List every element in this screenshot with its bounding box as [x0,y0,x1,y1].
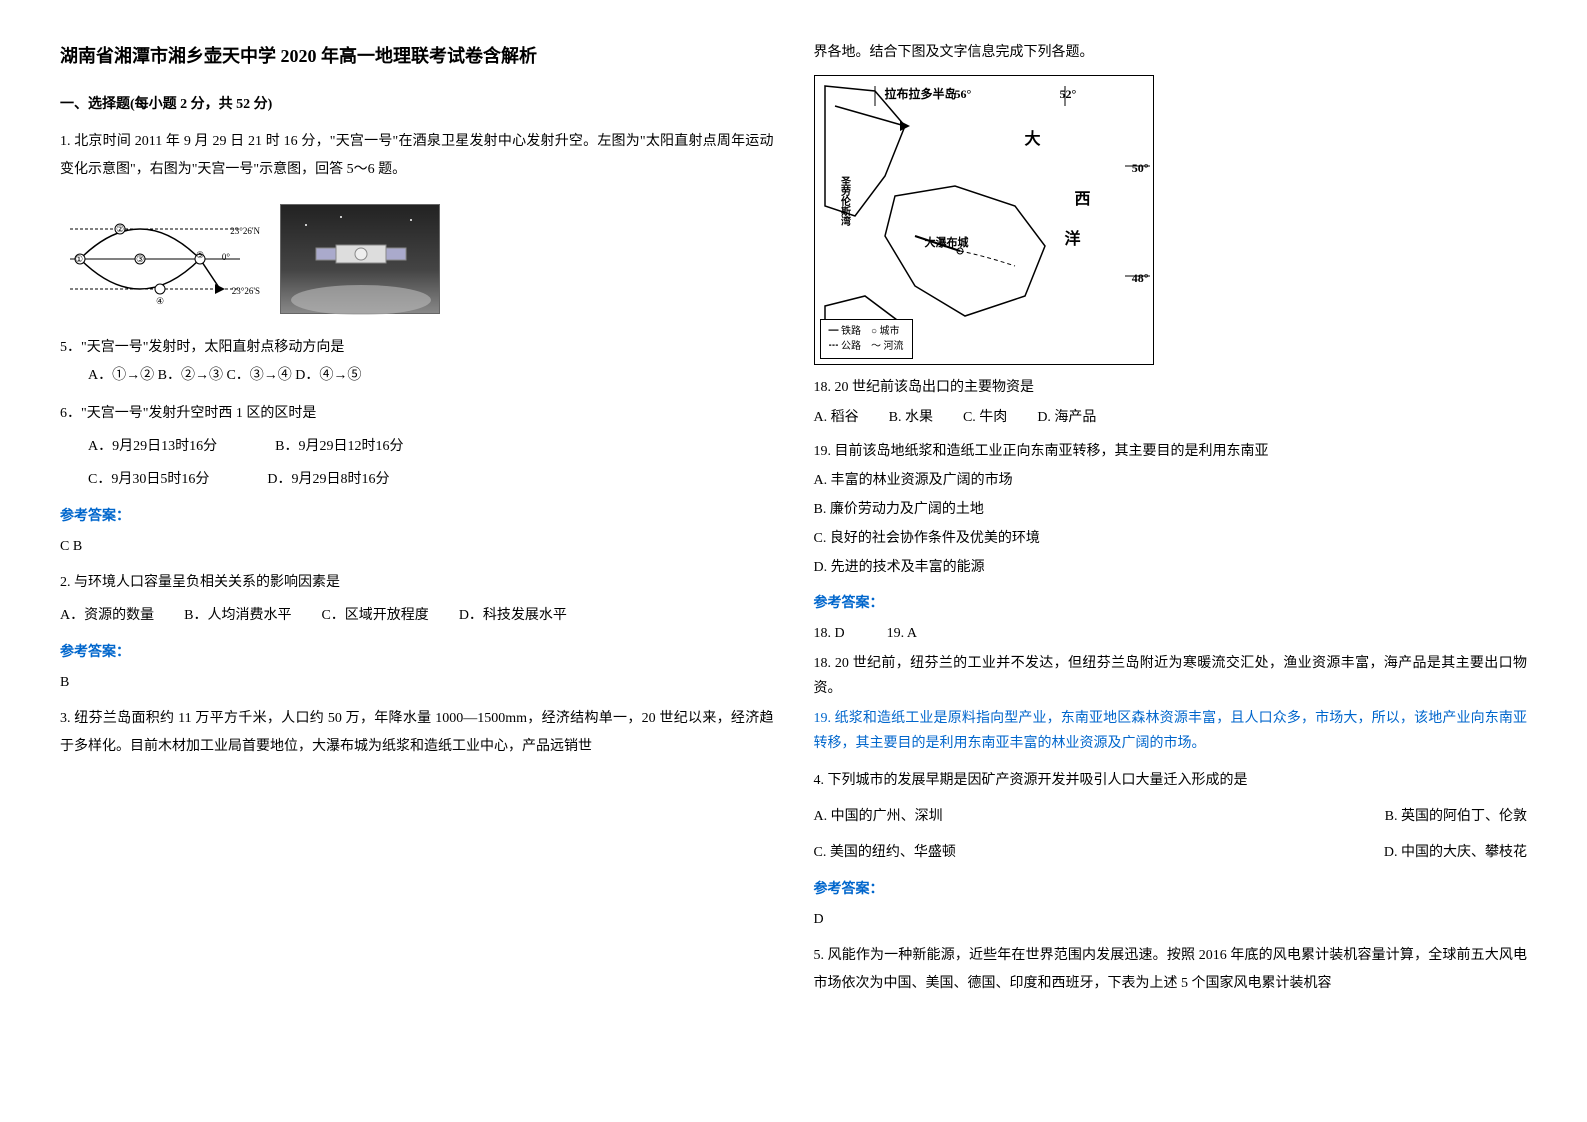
q19-opt-d: D. 先进的技术及丰富的能源 [814,555,1528,580]
ans4-text: D [814,907,1528,932]
ans3-text: 18. D 19. A [814,621,1528,646]
q5-text: 5．"天宫一号"发射时，太阳直射点移动方向是 [60,334,774,362]
label-p2: ② [116,221,124,237]
q2-opt-c: C．区域开放程度 [321,602,428,630]
q18-opt-d: D. 海产品 [1037,405,1096,430]
ans2-text: B [60,670,774,695]
q2-text: 2. 与环境人口容量呈负相关关系的影响因素是 [60,569,774,597]
ans1-text: C B [60,534,774,559]
q19-opt-b: B. 廉价劳动力及广阔的土地 [814,497,1528,522]
ans3-label: 参考答案： [814,591,1528,616]
question-5b: 5. 风能作为一种新能源，近些年在世界范围内发展迅速。按照 2016 年底的风电… [814,942,1528,998]
section-heading: 一、选择题(每小题 2 分，共 52 分) [60,92,774,117]
question-2: 2. 与环境人口容量呈负相关关系的影响因素是 A．资源的数量 B．人均消费水平 … [60,569,774,630]
q6-opt-c: C．9月30日5时16分 [60,466,209,494]
q3-text: 3. 纽芬兰岛面积约 11 万平方千米，人口约 50 万，年降水量 1000—1… [60,705,774,761]
q3-cont: 界各地。结合下图及文字信息完成下列各题。 [814,40,1528,65]
question-6: 6．"天宫一号"发射升空时西 1 区的区时是 A．9月29日13时16分 B．9… [60,400,774,494]
question-5: 5．"天宫一号"发射时，太阳直射点移动方向是 A．①→② B．②→③ C．③→④… [60,334,774,390]
q1-text: 1. 北京时间 2011 年 9 月 29 日 21 时 16 分，"天宫一号"… [60,128,774,184]
sun-diagram: ① ② ③ ④ ⑤ 23°26'N 0° 23°26'S [60,199,260,319]
q2-opt-d: D．科技发展水平 [459,602,567,630]
map-bay: 圣劳伦斯湾 [835,176,853,226]
map-ocean1: 大 [1025,126,1041,155]
q5b-text: 5. 风能作为一种新能源，近些年在世界范围内发展迅速。按照 2016 年底的风电… [814,942,1528,998]
question-1: 1. 北京时间 2011 年 9 月 29 日 21 时 16 分，"天宫一号"… [60,128,774,184]
label-tropic-s: 23°26'S [232,283,260,299]
q6-opt-d: D．9月29日8时16分 [239,466,389,494]
q18-opt-a: A. 稻谷 [814,405,859,430]
q2-opt-b: B．人均消费水平 [184,602,291,630]
question-4: 4. 下列城市的发展早期是因矿产资源开发并吸引人口大量迁入形成的是 A. 中国的… [814,767,1528,867]
ans3-explain18: 18. 20 世纪前，纽芬兰的工业并不发达，但纽芬兰岛附近为寒暖流交汇处，渔业资… [814,651,1528,701]
question-3: 3. 纽芬兰岛面积约 11 万平方千米，人口约 50 万，年降水量 1000—1… [60,705,774,761]
q18-text: 18. 20 世纪前该岛出口的主要物资是 [814,375,1528,400]
map-lon52: 52° [1060,84,1077,106]
map-peninsula: 拉布拉多半岛 [885,84,957,106]
q6-opt-a: A．9月29日13时16分 [60,433,217,461]
map-ocean2: 西 [1075,186,1091,215]
q1-figures: ① ② ③ ④ ⑤ 23°26'N 0° 23°26'S [60,199,774,319]
q18-opt-b: B. 水果 [889,405,933,430]
ans1-label: 参考答案： [60,504,774,529]
q2-opt-a: A．资源的数量 [60,602,154,630]
q19-opt-c: C. 良好的社会协作条件及优美的环境 [814,526,1528,551]
question-19: 19. 目前该岛地纸浆和造纸工业正向东南亚转移，其主要目的是利用东南亚 A. 丰… [814,439,1528,581]
q6-text: 6．"天宫一号"发射升空时西 1 区的区时是 [60,400,774,428]
label-p5: ⑤ [196,247,204,263]
map-lon56: 56° [955,84,972,106]
newfoundland-map: 拉布拉多半岛 56° 52° 50° 48° 大 西 洋 大瀑布城 圣劳伦斯湾 … [814,75,1154,365]
right-column: 界各地。结合下图及文字信息完成下列各题。 拉布拉多半岛 56° 52° 50° … [814,40,1528,1008]
q4-opt-d: D. 中国的大庆、攀枝花 [1384,839,1527,867]
q4-opt-a: A. 中国的广州、深圳 [814,803,943,831]
left-column: 湖南省湘潭市湘乡壶天中学 2020 年高一地理联考试卷含解析 一、选择题(每小题… [60,40,774,1008]
label-p4: ④ [156,293,164,309]
legend-line1: ━ 铁路 ○ 城市 [829,324,904,339]
q5-opts: A．①→② B．②→③ C．③→④ D．④→⑤ [60,362,774,390]
map-legend: ━ 铁路 ○ 城市 ┅ 公路 ～ 河流 [820,319,913,359]
label-tropic-n: 23°26'N [230,223,260,239]
q4-text: 4. 下列城市的发展早期是因矿产资源开发并吸引人口大量迁入形成的是 [814,767,1528,795]
question-18: 18. 20 世纪前该岛出口的主要物资是 A. 稻谷 B. 水果 C. 牛肉 D… [814,375,1528,430]
legend-line2: ┅ 公路 ～ 河流 [829,339,904,354]
map-city: 大瀑布城 [925,234,969,254]
label-p3: ③ [136,251,144,267]
q4-opt-c: C. 美国的纽约、华盛顿 [814,839,956,867]
q6-opt-b: B．9月29日12时16分 [247,433,403,461]
ans2-label: 参考答案： [60,640,774,665]
map-lat50: 50° [1132,158,1149,180]
q19-opt-a: A. 丰富的林业资源及广阔的市场 [814,468,1528,493]
tiangong-image [280,204,440,314]
q4-opt-b: B. 英国的阿伯丁、伦敦 [1385,803,1527,831]
page-container: 湖南省湘潭市湘乡壶天中学 2020 年高一地理联考试卷含解析 一、选择题(每小题… [60,40,1527,1008]
label-equator: 0° [222,249,230,265]
map-ocean3: 洋 [1065,226,1081,255]
q18-opt-c: C. 牛肉 [963,405,1007,430]
doc-title: 湖南省湘潭市湘乡壶天中学 2020 年高一地理联考试卷含解析 [60,40,774,72]
q19-text: 19. 目前该岛地纸浆和造纸工业正向东南亚转移，其主要目的是利用东南亚 [814,439,1528,464]
ans4-label: 参考答案： [814,877,1528,902]
label-p1: ① [75,251,83,267]
ans3-explain19: 19. 纸浆和造纸工业是原料指向型产业，东南亚地区森林资源丰富，且人口众多，市场… [814,706,1528,756]
map-lat48: 48° [1132,268,1149,290]
